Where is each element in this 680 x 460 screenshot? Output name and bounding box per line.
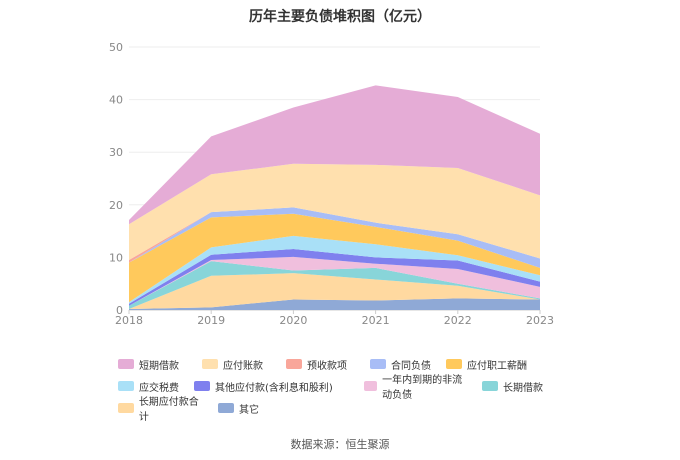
legend-swatch bbox=[364, 381, 378, 391]
legend-label: 合同负债 bbox=[391, 360, 431, 372]
area-series-4 bbox=[129, 248, 540, 306]
legend-swatch bbox=[446, 359, 462, 369]
area-series-0 bbox=[129, 298, 540, 310]
x-tick-label: 2023 bbox=[526, 314, 554, 327]
legend-item[interactable]: 长期应付款合计 bbox=[118, 397, 208, 423]
legend-swatch bbox=[118, 381, 134, 391]
legend-item[interactable]: 其它 bbox=[218, 400, 278, 416]
area-series-9 bbox=[129, 163, 540, 261]
y-tick-label: 20 bbox=[109, 199, 123, 212]
legend-label: 一年内到期的非流动负债 bbox=[382, 375, 463, 401]
legend-label: 应付账款 bbox=[223, 360, 263, 372]
legend-label: 其他应付款(含利息和股利) bbox=[215, 382, 333, 394]
legend-item[interactable]: 合同负债 bbox=[370, 356, 436, 372]
legend-item[interactable]: 预收款项 bbox=[286, 356, 360, 372]
x-tick-label: 2019 bbox=[197, 314, 225, 327]
area-series-1 bbox=[129, 273, 540, 309]
legend-label: 预收款项 bbox=[307, 360, 347, 372]
legend-swatch bbox=[482, 381, 498, 391]
area-series-6 bbox=[129, 213, 540, 303]
y-tick-label: 10 bbox=[109, 251, 123, 264]
legend-item[interactable]: 应付职工薪酬 bbox=[446, 356, 534, 372]
legend-swatch bbox=[194, 381, 210, 391]
legend-swatch bbox=[202, 359, 218, 369]
legend-label: 长期借款 bbox=[503, 382, 543, 394]
legend-item[interactable]: 其他应付款(含利息和股利) bbox=[194, 378, 354, 394]
chart-title: 历年主要负债堆积图（亿元） bbox=[249, 9, 431, 25]
legend-item[interactable]: 短期借款 bbox=[118, 356, 192, 372]
legend-item[interactable]: 应交税费 bbox=[118, 378, 184, 394]
area-series-5 bbox=[129, 235, 540, 304]
x-tick-label: 2020 bbox=[279, 314, 307, 327]
y-tick-label: 50 bbox=[109, 41, 123, 54]
chart-legend: 短期借款 应付账款 预收款项 合同负债 应付职工薪酬应交税费 其他应付款(含利息和股利) 一… bbox=[118, 356, 588, 423]
legend-swatch bbox=[118, 403, 134, 413]
area-series-2 bbox=[129, 261, 540, 309]
area-series-3 bbox=[129, 256, 540, 306]
legend-swatch bbox=[286, 359, 302, 369]
data-source-note: 数据来源：恒生聚源 bbox=[290, 438, 390, 451]
y-tick-label: 30 bbox=[109, 146, 123, 159]
legend-swatch bbox=[218, 403, 234, 413]
y-tick-label: 0 bbox=[116, 304, 123, 317]
area-series-7 bbox=[129, 207, 540, 268]
legend-label: 应交税费 bbox=[139, 382, 179, 394]
y-tick-label: 40 bbox=[109, 94, 123, 107]
legend-label: 应付职工薪酬 bbox=[467, 360, 527, 372]
x-tick-label: 2022 bbox=[444, 314, 472, 327]
area-series-10 bbox=[129, 85, 540, 225]
legend-swatch bbox=[118, 359, 134, 369]
legend-label: 其它 bbox=[239, 404, 259, 416]
legend-item[interactable]: 长期借款 bbox=[482, 378, 548, 394]
x-tick-label: 2018 bbox=[115, 314, 143, 327]
legend-label: 长期应付款合计 bbox=[138, 397, 199, 423]
legend-label: 短期借款 bbox=[139, 360, 179, 372]
legend-item[interactable]: 应付账款 bbox=[202, 356, 276, 372]
legend-swatch bbox=[370, 359, 386, 369]
legend-item[interactable]: 一年内到期的非流动负债 bbox=[364, 375, 472, 401]
x-tick-label: 2021 bbox=[362, 314, 390, 327]
